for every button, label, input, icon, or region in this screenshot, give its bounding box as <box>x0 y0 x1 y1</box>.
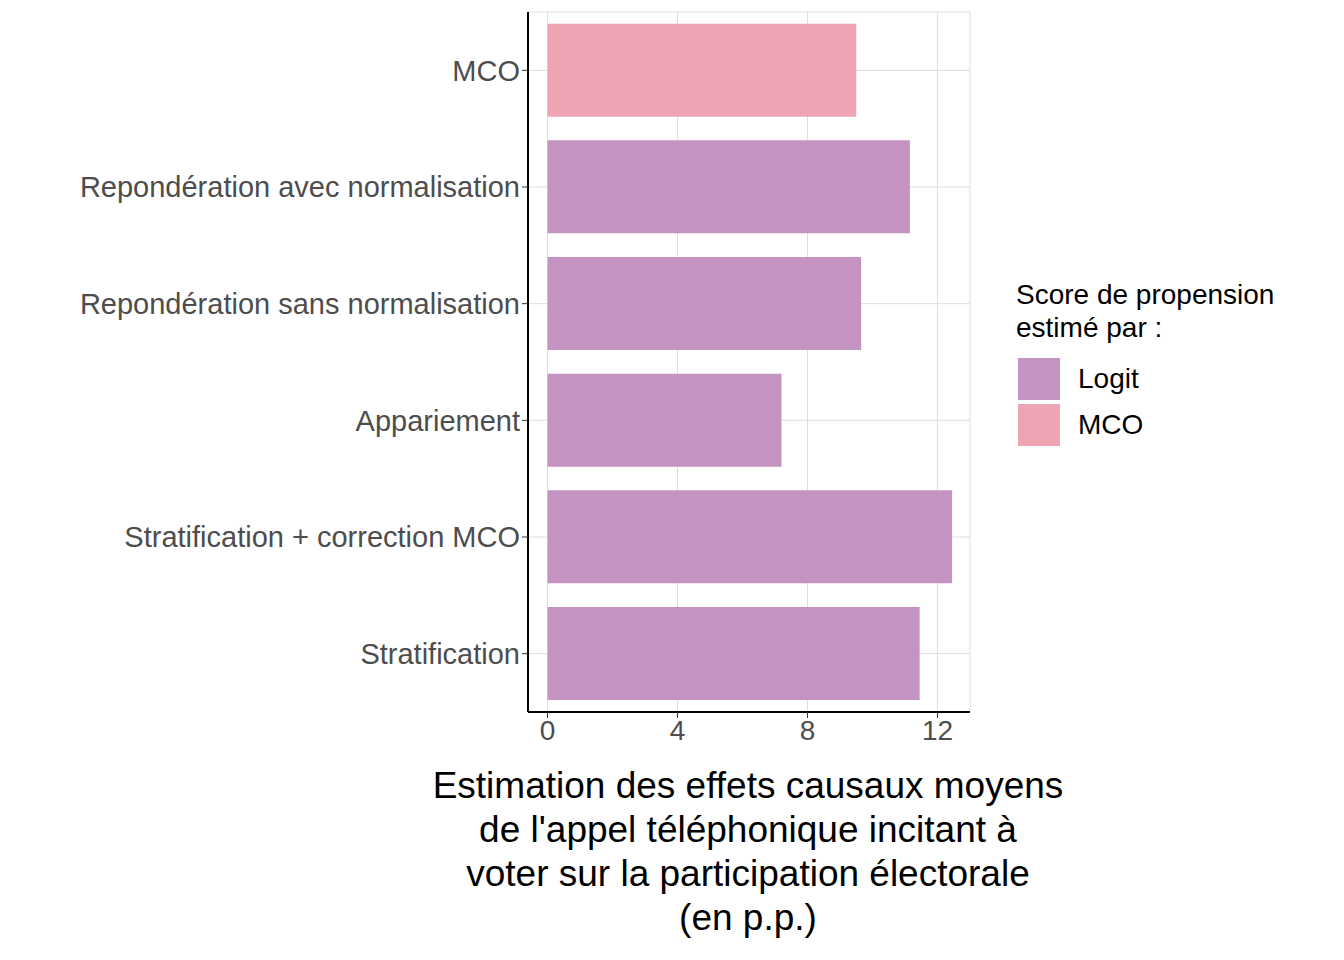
html-text:(en p.p.): (en p.p.) <box>679 897 817 938</box>
svg-text:Repondération sans normalisati: Repondération sans normalisation <box>80 288 520 320</box>
html-text:MCO: MCO <box>1078 409 1144 440</box>
svg-text:Stratification + correction MC: Stratification + correction MCO <box>124 521 520 553</box>
svg-text:Repondération avec normalisati: Repondération avec normalisation <box>80 171 520 203</box>
svg-text:12: 12 <box>922 715 953 746</box>
html-text:Logit: Logit <box>1078 363 1139 394</box>
html-text:voter sur la participation éle: voter sur la participation électorale <box>466 853 1030 894</box>
svg-text:0: 0 <box>540 715 556 746</box>
svg-text:Stratification: Stratification <box>360 638 520 670</box>
html-text:Estimation des effets causaux: Estimation des effets causaux moyens <box>432 765 1064 806</box>
svg-text:8: 8 <box>800 715 816 746</box>
html-text:de l'appel téléphonique incita: de l'appel téléphonique incitant à <box>479 809 1017 850</box>
html-text:estimé par :: estimé par : <box>1016 312 1163 343</box>
svg-text:Appariement: Appariement <box>356 405 520 437</box>
svg-text:MCO: MCO <box>452 55 520 87</box>
html-text:Score de propension: Score de propension <box>1016 279 1275 310</box>
svg-text:4: 4 <box>670 715 686 746</box>
